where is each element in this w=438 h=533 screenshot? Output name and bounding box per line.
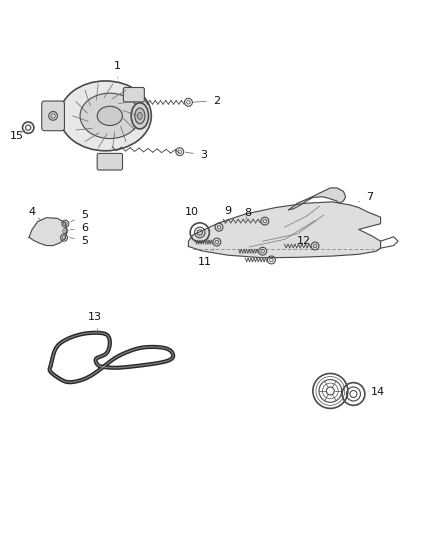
Text: 12: 12	[297, 236, 311, 246]
FancyBboxPatch shape	[97, 154, 123, 170]
Ellipse shape	[80, 93, 140, 139]
Text: 4: 4	[28, 207, 40, 220]
Text: 15: 15	[10, 130, 25, 141]
Text: 13: 13	[88, 312, 102, 332]
Polygon shape	[29, 217, 67, 246]
Text: 7: 7	[359, 192, 373, 202]
Text: 3: 3	[185, 150, 207, 160]
Ellipse shape	[131, 103, 148, 129]
Ellipse shape	[60, 81, 151, 151]
Text: 5: 5	[70, 236, 88, 246]
Polygon shape	[289, 188, 346, 210]
FancyBboxPatch shape	[42, 101, 64, 131]
Text: 5: 5	[71, 210, 88, 222]
Text: 14: 14	[368, 387, 385, 397]
Ellipse shape	[97, 106, 123, 125]
Ellipse shape	[135, 108, 145, 124]
Text: 2: 2	[194, 95, 220, 106]
Polygon shape	[188, 202, 381, 258]
Text: 10: 10	[185, 207, 199, 224]
Text: 8: 8	[244, 208, 251, 220]
Ellipse shape	[138, 112, 142, 119]
Text: 1: 1	[114, 61, 121, 78]
Text: 6: 6	[70, 223, 88, 233]
Text: 9: 9	[224, 206, 231, 223]
Text: 11: 11	[198, 249, 214, 267]
FancyBboxPatch shape	[124, 87, 145, 102]
